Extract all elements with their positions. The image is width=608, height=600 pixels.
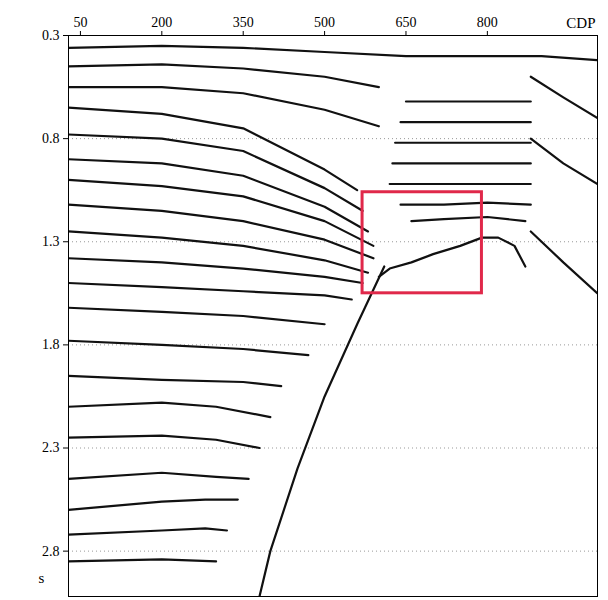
svg-text:650: 650 [395, 15, 416, 30]
svg-text:350: 350 [233, 15, 254, 30]
svg-text:1.3: 1.3 [42, 234, 60, 249]
svg-text:1.8: 1.8 [42, 337, 60, 352]
svg-text:200: 200 [151, 15, 172, 30]
svg-text:2.8: 2.8 [42, 544, 60, 559]
svg-text:500: 500 [314, 15, 335, 30]
svg-text:50: 50 [73, 15, 87, 30]
svg-text:0.3: 0.3 [42, 28, 60, 43]
svg-text:0.8: 0.8 [42, 131, 60, 146]
svg-text:s: s [39, 570, 45, 586]
svg-text:CDP: CDP [566, 15, 595, 31]
svg-text:800: 800 [477, 15, 498, 30]
svg-text:2.3: 2.3 [42, 440, 60, 455]
